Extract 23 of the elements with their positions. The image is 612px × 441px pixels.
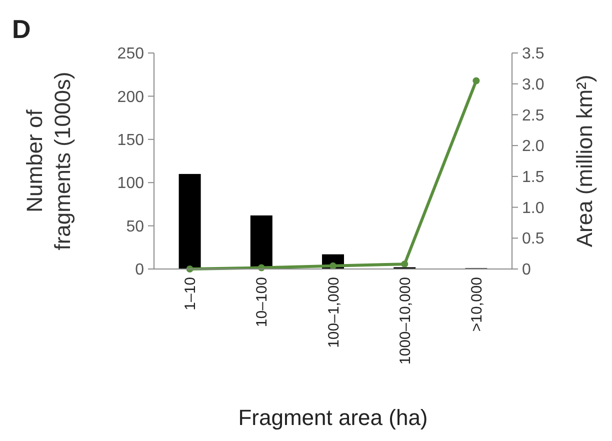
y2-tick-label: 2.0: [522, 138, 544, 156]
y-axis-title: Number of fragments (1000s): [22, 72, 75, 250]
y2-tick-label: 2.5: [522, 107, 544, 124]
y-tick-label: 0: [135, 262, 144, 279]
y-tick-label: 150: [117, 132, 144, 149]
y-tick-label: 200: [117, 88, 144, 106]
chart-title: D: [12, 14, 31, 44]
x-axis-title: Fragment area (ha): [238, 405, 428, 430]
x-tick-label: 1–10: [182, 277, 200, 310]
x-tick-label: >10,000: [468, 277, 486, 332]
x-tick-label: 1000–10,000: [396, 277, 414, 365]
y2-tick-label: 1.0: [522, 200, 544, 217]
y2-tick-label: 0: [522, 262, 531, 279]
y2-axis-title: Area (million km²): [572, 74, 597, 248]
y-tick-label: 250: [117, 46, 144, 63]
y-tick-label: 100: [117, 175, 144, 192]
y2-tick-label: 0.5: [522, 230, 544, 248]
y2-tick-label: 3.5: [522, 46, 544, 63]
x-tick-label: 10–100: [254, 277, 271, 328]
y-tick-label: 50: [126, 218, 144, 236]
y2-tick-label: 1.5: [522, 169, 544, 186]
x-tick-label: 100–1,000: [325, 277, 342, 348]
y2-tick-label: 3.0: [522, 76, 544, 94]
